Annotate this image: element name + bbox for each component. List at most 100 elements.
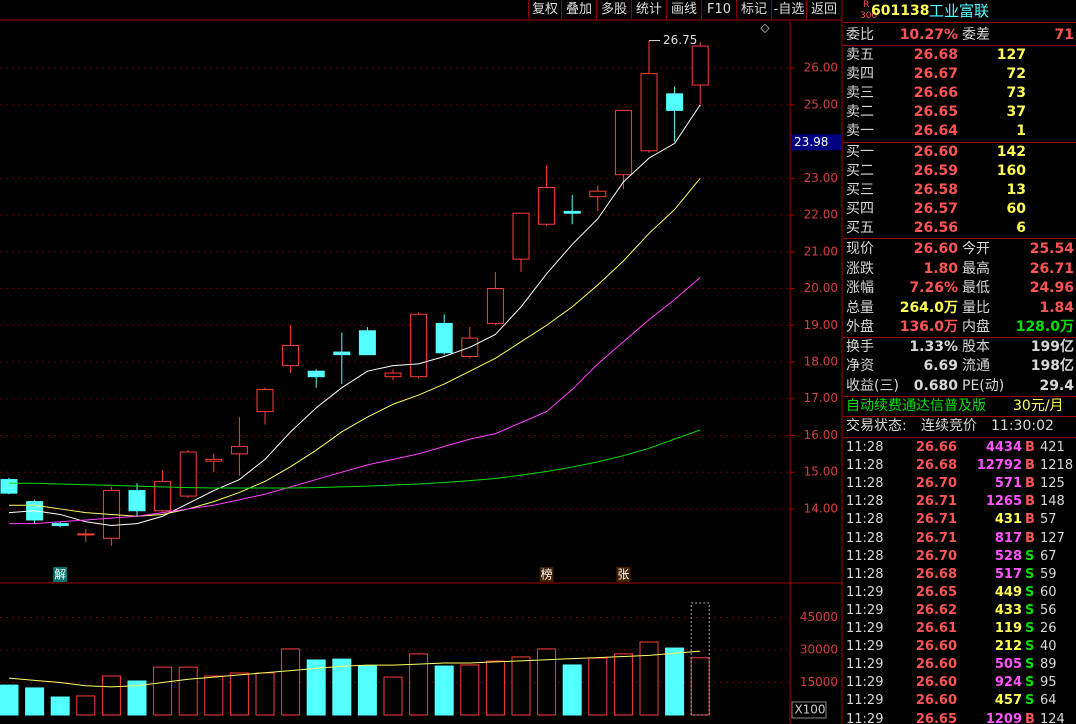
tick-time: 11:28 xyxy=(846,476,884,492)
tick-count: 148 xyxy=(1040,494,1065,510)
quote-label: 股本 xyxy=(962,338,990,355)
tick-price: 26.65 xyxy=(915,711,957,724)
candle-body xyxy=(512,212,530,260)
book-label: 买一 xyxy=(846,144,874,160)
candle-body xyxy=(0,479,18,494)
y-tick-label: 18.00 xyxy=(804,355,838,369)
toolbar-button[interactable]: 统计 xyxy=(631,0,666,19)
quote-label: PE(动) xyxy=(962,377,1005,394)
tick-count: 26 xyxy=(1040,621,1057,636)
y-tick-label: 45000 xyxy=(800,610,838,624)
volume-bar xyxy=(255,672,275,716)
ma-line xyxy=(9,178,701,517)
tick-time: 11:29 xyxy=(846,602,884,618)
tick-time: 11:29 xyxy=(846,711,884,724)
tick-count: 56 xyxy=(1040,602,1057,618)
quote-label: 外盘 xyxy=(846,319,874,335)
quote-label: 涨跌 xyxy=(846,260,874,277)
y-tick-label: 30000 xyxy=(800,643,838,657)
tick-price: 26.62 xyxy=(915,602,957,618)
candle-body xyxy=(358,330,376,356)
separator xyxy=(843,437,1076,438)
volume-bar xyxy=(537,648,557,716)
tick-side: B xyxy=(1025,494,1035,510)
candle-body xyxy=(691,45,709,86)
toolbar-button[interactable]: F10 xyxy=(701,0,736,19)
book-volume: 142 xyxy=(996,144,1026,160)
candle-body xyxy=(410,313,428,378)
tick-count: 64 xyxy=(1040,693,1057,709)
banner-price[interactable]: 30元/月 xyxy=(1013,398,1064,414)
quote-value: 26.71 xyxy=(1029,260,1074,277)
volume-bar xyxy=(127,680,147,716)
book-label: 买四 xyxy=(846,201,874,217)
toolbar-button[interactable]: -自选 xyxy=(771,0,806,19)
candle-body xyxy=(205,458,223,462)
tick-time: 11:29 xyxy=(846,675,884,691)
volume-bar xyxy=(281,648,301,716)
separator xyxy=(843,45,1076,46)
toolbar-button[interactable]: 多股 xyxy=(596,0,631,19)
candle-body xyxy=(51,523,69,526)
toolbar-button[interactable]: 叠加 xyxy=(561,0,596,19)
tick-volume: 528 xyxy=(994,548,1022,564)
tick-volume: 1209 xyxy=(985,711,1022,724)
quote-value: 198亿 xyxy=(1030,358,1074,374)
quote-label: 今开 xyxy=(962,241,990,257)
tick-price: 26.61 xyxy=(915,621,957,636)
book-label: 卖三 xyxy=(846,85,874,101)
tick-time: 11:28 xyxy=(846,566,884,582)
volume-bar xyxy=(460,664,480,716)
candle-body xyxy=(563,210,581,214)
candle-body xyxy=(282,344,300,367)
y-tick-label: 22.00 xyxy=(804,208,838,222)
book-price: 26.67 xyxy=(913,66,958,82)
tick-volume: 817 xyxy=(994,530,1022,546)
quote-label: 现价 xyxy=(846,241,874,257)
quote-label: 换手 xyxy=(846,338,874,355)
book-price: 26.56 xyxy=(913,220,958,236)
book-price: 26.65 xyxy=(913,104,958,120)
tick-price: 26.60 xyxy=(915,693,957,709)
tick-count: 89 xyxy=(1040,657,1057,673)
volume-bar xyxy=(153,666,173,716)
toolbar-button[interactable]: 返回 xyxy=(806,0,841,19)
ma-line xyxy=(9,429,701,489)
volume-bar xyxy=(204,675,224,716)
book-label: 卖二 xyxy=(846,104,874,120)
peak-label: 26.75 xyxy=(663,33,697,47)
quote-value: 136.0万 xyxy=(899,319,958,335)
tick-count: 40 xyxy=(1040,639,1057,655)
volume-bar xyxy=(76,695,96,716)
volume-bar xyxy=(306,659,326,716)
quote-value: 199亿 xyxy=(1030,338,1074,355)
quote-label: 量比 xyxy=(962,299,990,316)
tick-side: S xyxy=(1025,675,1035,691)
quote-label: 最高 xyxy=(962,260,990,277)
y-tick-label: 17.00 xyxy=(804,391,838,405)
toolbar-button[interactable]: 标记 xyxy=(736,0,771,19)
tick-side: S xyxy=(1025,693,1035,709)
book-price: 26.58 xyxy=(913,182,958,198)
quote-label: 内盘 xyxy=(962,319,990,335)
label: 委比 xyxy=(846,27,874,43)
y-tick-label: 26.00 xyxy=(804,61,838,75)
y-tick-label: 20.00 xyxy=(804,281,838,295)
volume-bar xyxy=(409,653,429,716)
quote-value: 7.26% xyxy=(909,280,958,296)
toolbar-button[interactable]: 画线 xyxy=(666,0,701,19)
candle-body xyxy=(435,322,453,354)
tick-count: 124 xyxy=(1040,711,1065,724)
banner-text[interactable]: 自动续费通达信普及版 xyxy=(846,398,986,414)
event-badge xyxy=(53,567,68,582)
tick-side: B xyxy=(1025,530,1035,546)
quote-label: 净资 xyxy=(846,358,874,374)
volume-bar xyxy=(0,684,19,716)
book-volume: 1 xyxy=(1016,123,1026,139)
tick-side: S xyxy=(1025,602,1035,618)
candle-body xyxy=(538,187,556,225)
quote-value: 264.0万 xyxy=(899,299,958,316)
price-tag xyxy=(791,134,842,151)
tick-volume: 431 xyxy=(994,512,1022,528)
toolbar-button[interactable]: 复权 xyxy=(528,0,561,19)
